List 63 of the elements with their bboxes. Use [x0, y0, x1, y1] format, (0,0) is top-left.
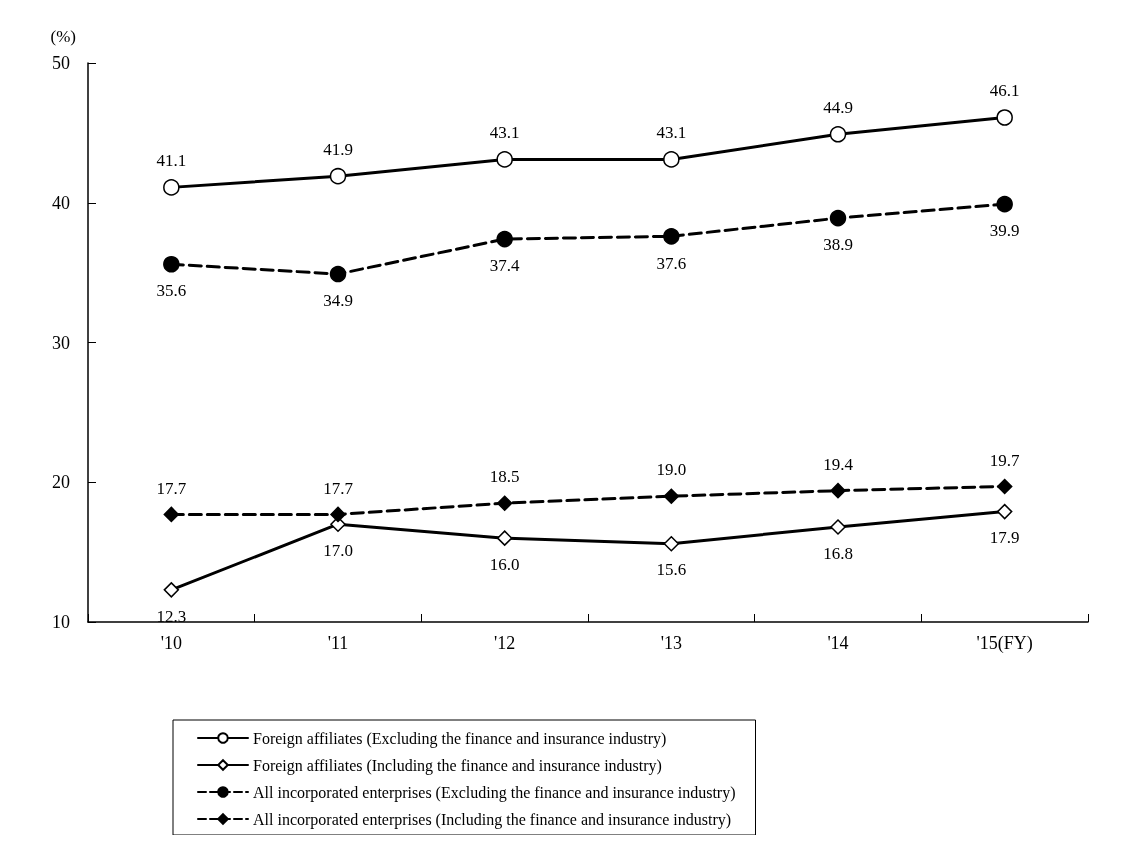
data-label: 19.0	[656, 460, 687, 480]
data-label: 46.1	[989, 81, 1020, 101]
point	[996, 478, 1013, 495]
point	[996, 503, 1013, 520]
point	[829, 209, 847, 227]
x-tick-label: '12	[494, 633, 516, 653]
point	[830, 519, 846, 535]
data-label: 35.6	[156, 281, 187, 301]
x-tick-label: '10	[160, 633, 182, 653]
data-label: 16.0	[489, 554, 520, 574]
data-label: 19.7	[989, 450, 1021, 470]
data-label: 43.1	[656, 123, 687, 143]
y-tick-label: 20	[52, 472, 70, 493]
point	[996, 109, 1013, 126]
data-label: 17.9	[989, 528, 1020, 548]
legend-label: All incorporated enterprises (Including the finance and insurance industry)	[253, 810, 732, 829]
x-tick-label: '14	[827, 633, 849, 653]
y-tick-label: 50	[52, 53, 70, 73]
point	[496, 151, 513, 168]
data-label: 39.9	[989, 221, 1020, 241]
data-label: 19.4	[823, 454, 854, 474]
data-label: 17.0	[323, 540, 353, 560]
data-label: 41.9	[323, 139, 353, 159]
data-label: 38.9	[823, 235, 853, 255]
y-tick-label: 30	[52, 332, 70, 353]
point	[330, 506, 346, 523]
point	[329, 167, 347, 185]
point	[163, 506, 180, 523]
point	[163, 582, 180, 598]
point	[163, 179, 180, 196]
data-label: 12.3	[156, 606, 187, 626]
point	[663, 535, 680, 552]
point	[329, 265, 347, 283]
data-label: 16.8	[823, 543, 853, 563]
y-tick-label: 40	[52, 192, 70, 213]
x-tick-label: '13	[660, 633, 682, 653]
y-tick-label: 10	[52, 612, 70, 632]
point	[830, 482, 846, 499]
point	[663, 151, 680, 168]
point	[829, 126, 847, 143]
data-label: 37.4	[489, 256, 521, 276]
data-label: 41.1	[156, 151, 187, 171]
x-tick-label: '11	[327, 633, 349, 653]
point	[496, 495, 513, 511]
legend-label: Foreign affiliates (Excluding the finance and insurance industry)	[253, 729, 667, 748]
data-label: 34.9	[323, 291, 353, 311]
point	[663, 488, 680, 504]
data-label: 44.9	[823, 98, 853, 118]
x-tick-label: '15(FY)	[976, 633, 1033, 654]
y-axis-title: (%)	[50, 27, 76, 46]
legend-label: All incorporated enterprises (Excluding the finance and insurance industry)	[253, 783, 736, 802]
data-label: 15.6	[656, 560, 687, 580]
data-label: 37.6	[656, 253, 687, 273]
point	[163, 255, 180, 273]
point	[996, 195, 1013, 213]
point	[663, 228, 680, 245]
data-label: 43.1	[489, 123, 520, 143]
data-label: 18.5	[489, 467, 520, 487]
point	[496, 230, 513, 248]
data-label: 17.7	[323, 478, 354, 498]
point	[496, 530, 513, 546]
data-label: 17.7	[156, 478, 187, 498]
legend-label: Foreign affiliates (Including the finance and insurance industry)	[253, 756, 662, 775]
